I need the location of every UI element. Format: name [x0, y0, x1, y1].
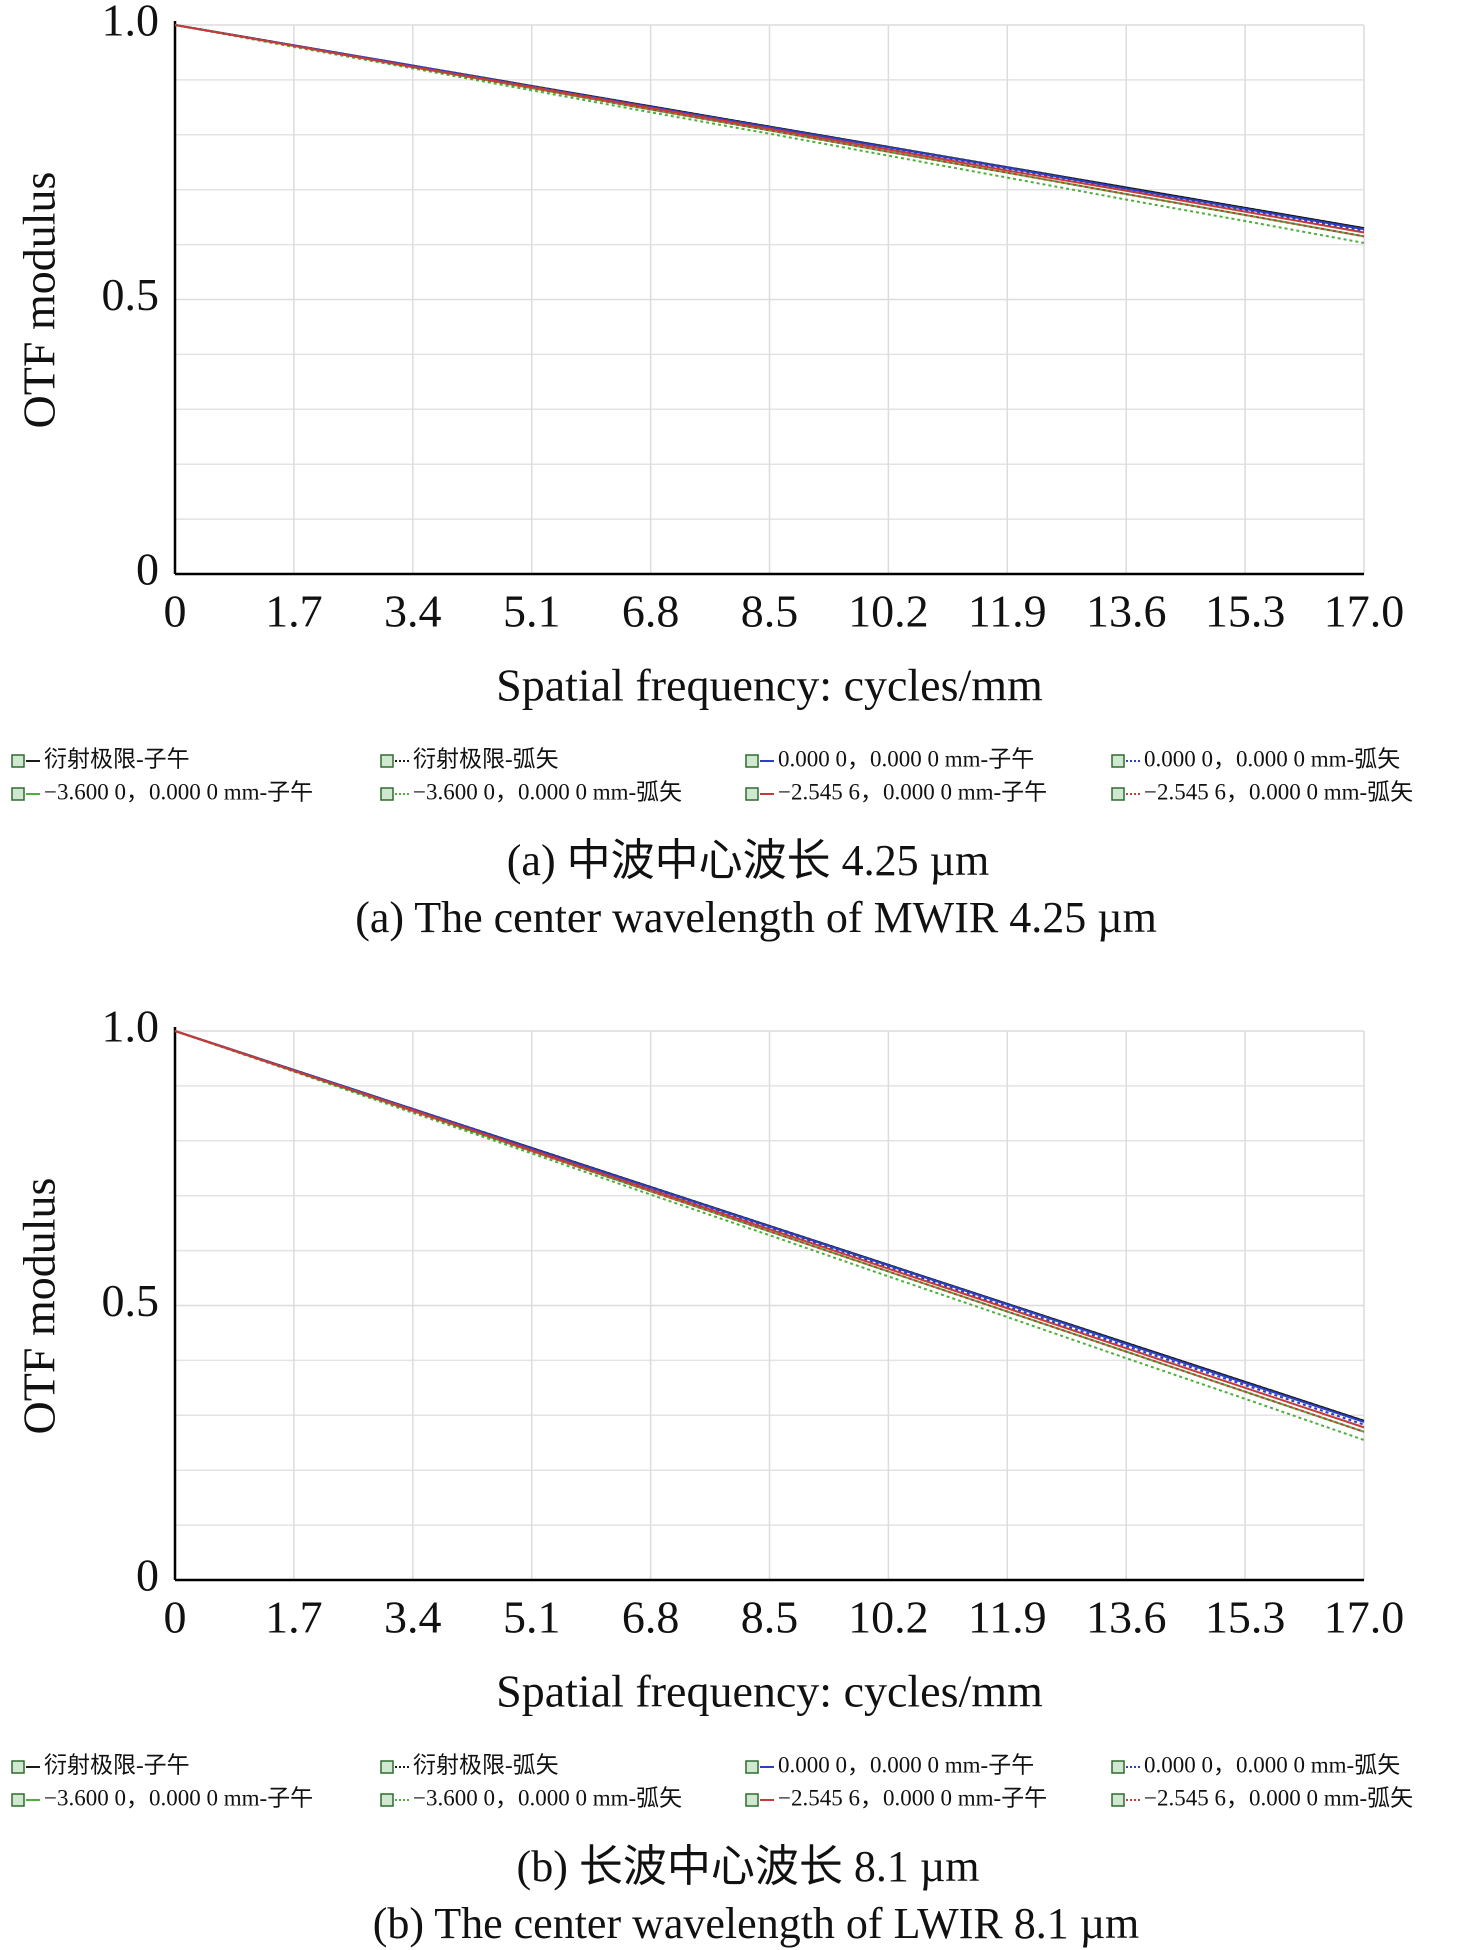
x-tick-label: 11.9	[968, 586, 1047, 637]
x-tick-label: 0	[164, 1592, 187, 1643]
legend-item: −2.545 6，0.000 0 mm-弧矢	[1111, 1785, 1413, 1810]
legend-item: 衍射极限-弧矢	[380, 746, 559, 771]
legend-label: 衍射极限-子午	[44, 746, 190, 771]
legend-label: 衍射极限-弧矢	[413, 1752, 559, 1777]
x-tick-label: 15.3	[1205, 1592, 1286, 1643]
y-tick-label: 0.5	[102, 1275, 160, 1326]
legend-item: 0.000 0，0.000 0 mm-子午	[745, 1752, 1034, 1777]
legend-icon	[745, 787, 759, 801]
legend-label: −3.600 0，0.000 0 mm-弧矢	[413, 779, 682, 804]
legend-label: 0.000 0，0.000 0 mm-子午	[778, 1752, 1034, 1777]
x-tick-label: 10.2	[848, 586, 929, 637]
series-line	[174, 1030, 1365, 1429]
x-tick-label: 1.7	[265, 1592, 323, 1643]
x-tick-label: 11.9	[968, 1592, 1047, 1643]
legend-label: 0.000 0，0.000 0 mm-子午	[778, 746, 1034, 771]
legend-label: −2.545 6，0.000 0 mm-子午	[778, 779, 1047, 804]
legend-item: −3.600 0，0.000 0 mm-子午	[11, 779, 313, 804]
legend-item: −3.600 0，0.000 0 mm-弧矢	[380, 1785, 682, 1810]
legend-icon	[11, 1793, 25, 1807]
legend-item: −2.545 6，0.000 0 mm-子午	[745, 779, 1047, 804]
legend-label: −2.545 6，0.000 0 mm-子午	[778, 1785, 1047, 1810]
x-tick-label: 5.1	[503, 1592, 561, 1643]
y-tick-label: 1.0	[102, 0, 160, 46]
legend-label: 衍射极限-弧矢	[413, 746, 559, 771]
legend-item: −3.600 0，0.000 0 mm-子午	[11, 1785, 313, 1810]
x-axis-label: Spatial frequency: cycles/mm	[496, 1666, 1043, 1717]
x-tick-label: 6.8	[622, 586, 680, 637]
legend-icon	[1111, 1760, 1125, 1774]
legend-icon	[11, 787, 25, 801]
legend-icon	[745, 1760, 759, 1774]
legend-label: −3.600 0，0.000 0 mm-弧矢	[413, 1785, 682, 1810]
legend-item: −2.545 6，0.000 0 mm-子午	[745, 1785, 1047, 1810]
legend-item: 衍射极限-子午	[11, 746, 190, 771]
legend-label: −3.600 0，0.000 0 mm-子午	[44, 1785, 313, 1810]
legend-item: 衍射极限-子午	[11, 1752, 190, 1777]
chart: 0 0.5 1.0 0 1.7 3.4 5.1 6.8 8.5 10.2 11.9 13.6 15.3 1…	[11, 1001, 1413, 1948]
legend-item: 0.000 0，0.000 0 mm-子午	[745, 746, 1034, 771]
x-tick-label: 3.4	[384, 1592, 442, 1643]
x-tick-label: 13.6	[1086, 586, 1167, 637]
legend-icon	[1111, 787, 1125, 801]
x-tick-label: 5.1	[503, 586, 561, 637]
x-tick-label: 8.5	[741, 1592, 799, 1643]
y-tick-label: 0.5	[102, 269, 160, 320]
x-tick-label: 17.0	[1324, 1592, 1405, 1643]
legend-item: 0.000 0，0.000 0 mm-弧矢	[1111, 1752, 1400, 1777]
y-tick-label: 0	[136, 544, 159, 595]
caption-en: (a) The center wavelength of MWIR 4.25 µ…	[355, 893, 1157, 942]
legend-label: 0.000 0，0.000 0 mm-弧矢	[1144, 746, 1400, 771]
x-tick-label: 17.0	[1324, 586, 1405, 637]
legend-label: 衍射极限-子午	[44, 1752, 190, 1777]
legend-icon	[1111, 1793, 1125, 1807]
legend-icon	[11, 1760, 25, 1774]
legend-item: 0.000 0，0.000 0 mm-弧矢	[1111, 746, 1400, 771]
legend-icon	[11, 754, 25, 768]
caption-en: (b) The center wavelength of LWIR 8.1 µm	[373, 1899, 1140, 1948]
x-tick-label: 6.8	[622, 1592, 680, 1643]
legend-label: −2.545 6，0.000 0 mm-弧矢	[1144, 1785, 1413, 1810]
legend-label: −2.545 6，0.000 0 mm-弧矢	[1144, 779, 1413, 804]
x-tick-label: 1.7	[265, 586, 323, 637]
x-tick-label: 3.4	[384, 586, 442, 637]
series-line	[174, 1030, 1365, 1426]
legend-icon	[1111, 754, 1125, 768]
series-line	[174, 1030, 1365, 1433]
legend-icon	[745, 1793, 759, 1807]
legend-item: −2.545 6，0.000 0 mm-弧矢	[1111, 779, 1413, 804]
legend-label: 0.000 0，0.000 0 mm-弧矢	[1144, 1752, 1400, 1777]
caption: (a) 中波中心波长 4.25 µm	[507, 836, 989, 885]
x-tick-label: 0	[164, 586, 187, 637]
legend-icon	[745, 754, 759, 768]
y-axis-label: OTF modulus	[14, 172, 65, 429]
x-tick-label: 10.2	[848, 1592, 929, 1643]
chart: 0 0.5 1.0 0 1.7 3.4 5.1 6.8 8.5 10.2 11.9 13.6 15.3 1…	[11, 0, 1413, 942]
legend-item: −3.600 0，0.000 0 mm-弧矢	[380, 779, 682, 804]
legend-item: 衍射极限-弧矢	[380, 1752, 559, 1777]
x-axis-label: Spatial frequency: cycles/mm	[496, 660, 1043, 711]
x-tick-label: 8.5	[741, 586, 799, 637]
y-tick-label: 0	[136, 1550, 159, 1601]
y-axis-label: OTF modulus	[14, 1178, 65, 1435]
x-tick-label: 15.3	[1205, 586, 1286, 637]
legend-icon	[380, 1760, 394, 1774]
y-tick-label: 1.0	[102, 1001, 160, 1052]
legend-label: −3.600 0，0.000 0 mm-子午	[44, 779, 313, 804]
legend-icon	[380, 754, 394, 768]
x-tick-label: 13.6	[1086, 1592, 1167, 1643]
series-line	[174, 24, 1365, 234]
legend-icon	[380, 787, 394, 801]
legend-icon	[380, 1793, 394, 1807]
caption: (b) 长波中心波长 8.1 µm	[517, 1842, 980, 1891]
